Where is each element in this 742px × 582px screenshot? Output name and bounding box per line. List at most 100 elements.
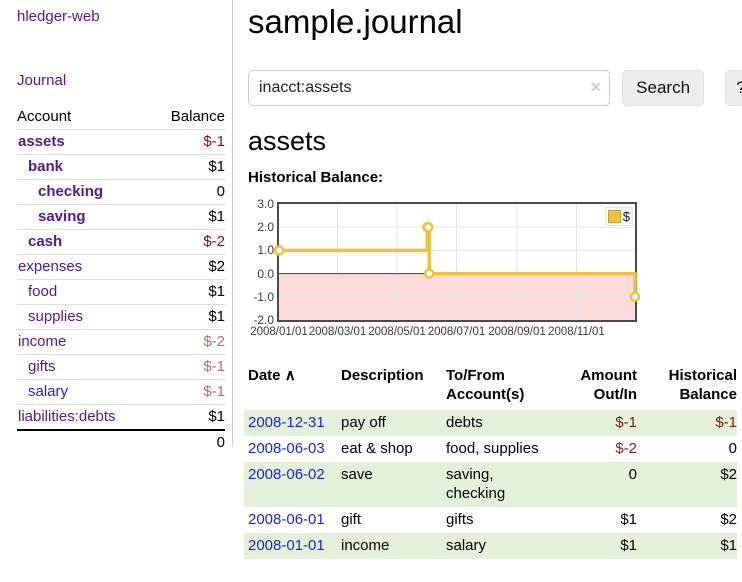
- account-link[interactable]: liabilities:debts: [18, 408, 116, 425]
- transaction-accounts: debts: [446, 414, 483, 431]
- y-axis-tick-label: -2.0: [253, 313, 274, 327]
- transaction-date-link[interactable]: 2008-01-01: [248, 537, 325, 554]
- search-button[interactable]: Search: [622, 70, 705, 106]
- transaction-balance: 0: [728, 440, 737, 457]
- transaction-amount: $-1: [615, 414, 637, 431]
- account-row: income $-2: [17, 329, 225, 355]
- chart-series-svg: [273, 204, 641, 320]
- account-balance: $-2: [151, 329, 225, 355]
- y-axis-tick-label: 0.0: [257, 266, 274, 281]
- transaction-accounts: food, supplies: [446, 440, 539, 457]
- account-row: cash $-2: [17, 229, 225, 255]
- transaction-amount: $1: [620, 511, 637, 528]
- date-column-header[interactable]: Date ∧: [248, 367, 296, 384]
- account-link[interactable]: assets: [18, 133, 65, 150]
- x-axis-tick-label: 2008/09/01: [488, 326, 546, 338]
- account-row: bank $1: [17, 154, 225, 180]
- clear-search-icon[interactable]: ×: [590, 77, 601, 97]
- accounts-total-row: 0: [17, 429, 225, 455]
- account-balance: $-2: [151, 229, 225, 255]
- account-balance: 0: [151, 179, 225, 205]
- account-row: supplies $1: [17, 304, 225, 330]
- description-column-header: Description: [341, 367, 424, 384]
- main-content: sample.journal × Search ? assets Histori…: [244, 0, 742, 559]
- account-link[interactable]: bank: [28, 158, 64, 175]
- account-heading: assets: [248, 126, 327, 156]
- x-axis-tick-label: 2008/05/01: [368, 326, 426, 338]
- accounts-table: Account Balance assets $-1 bank $1 checking 0…: [17, 105, 225, 455]
- account-balance: $1: [151, 279, 225, 305]
- transaction-date-link[interactable]: 2008-06-01: [248, 511, 325, 528]
- account-row: salary $-1: [17, 379, 225, 405]
- y-axis-tick-label: 1.0: [257, 243, 274, 258]
- transaction-accounts: salary: [446, 537, 487, 554]
- transaction-date-link[interactable]: 2008-06-03: [248, 440, 325, 457]
- account-link[interactable]: cash: [28, 233, 63, 250]
- transaction-description: income: [341, 537, 390, 554]
- account-link[interactable]: checking: [38, 183, 104, 200]
- transaction-row: 2008-12-31 pay off debts $-1 $-1: [244, 410, 737, 436]
- account-link[interactable]: expenses: [18, 258, 83, 275]
- transaction-date-link[interactable]: 2008-06-02: [248, 466, 325, 483]
- transaction-balance: $1: [720, 537, 737, 554]
- x-axis-tick-label: 2008/11/01: [548, 326, 605, 338]
- account-column-header: Account: [17, 108, 72, 125]
- account-link[interactable]: gifts: [28, 358, 56, 375]
- account-balance: $1: [151, 154, 225, 180]
- account-balance: $1: [151, 204, 225, 230]
- account-link[interactable]: supplies: [28, 308, 84, 325]
- transaction-balance: $-1: [715, 414, 737, 431]
- chart-legend: $: [604, 207, 633, 226]
- register-table-header: Date ∧ Description To/From Account(s) Am…: [244, 364, 737, 410]
- transaction-row: 2008-06-01 gift gifts $1 $2: [244, 507, 737, 533]
- transaction-description: pay off: [341, 414, 386, 431]
- transaction-amount: $1: [620, 537, 637, 554]
- transaction-description: save: [341, 466, 373, 483]
- account-row: gifts $-1: [17, 354, 225, 380]
- chart-title: Historical Balance:: [248, 169, 384, 186]
- page-title: sample.journal: [248, 3, 463, 40]
- chart-plot: $: [273, 202, 641, 322]
- account-balance: $-1: [151, 129, 225, 155]
- account-row: expenses $2: [17, 254, 225, 280]
- transaction-row: 2008-06-03 eat & shop food, supplies $-2 0: [244, 436, 737, 462]
- account-link[interactable]: saving: [38, 208, 86, 225]
- account-balance: $1: [151, 304, 225, 330]
- transaction-balance: $2: [720, 511, 737, 528]
- account-row: saving $1: [17, 204, 225, 230]
- sidebar: hledger-web Journal Account Balance asse…: [0, 0, 233, 455]
- help-button[interactable]: ?: [725, 70, 742, 106]
- historical-balance-chart: 3.0 2.0 1.0 0.0 -1.0 -2.0 $ 2008/01/01 2008/03…: [248, 197, 742, 344]
- balance-column-header: Balance: [170, 108, 225, 125]
- y-axis-tick-label: -1.0: [253, 289, 274, 304]
- transaction-date-link[interactable]: 2008-12-31: [248, 414, 325, 431]
- transaction-amount: $-2: [615, 440, 637, 457]
- legend-label: $: [622, 209, 630, 224]
- account-link[interactable]: salary: [28, 383, 69, 400]
- amount-column-header: Amount Out/In: [580, 367, 637, 403]
- x-axis-tick-label: 2008/07/01: [427, 326, 486, 338]
- accounts-column-header: To/From Account(s): [446, 367, 525, 403]
- accounts-table-header: Account Balance: [17, 105, 225, 130]
- search-bar: × Search ?: [248, 70, 742, 106]
- transaction-accounts: gifts: [446, 511, 474, 528]
- x-axis-tick-label: 2008/03/01: [308, 326, 367, 338]
- app-brand-link[interactable]: hledger-web: [17, 8, 100, 25]
- register-table: Date ∧ Description To/From Account(s) Am…: [244, 364, 737, 559]
- account-row: liabilities:debts $1: [17, 404, 225, 430]
- transaction-description: eat & shop: [341, 440, 413, 457]
- search-input[interactable]: [248, 70, 610, 106]
- transaction-amount: 0: [628, 466, 637, 483]
- account-row: checking 0: [17, 179, 225, 205]
- account-row: food $1: [17, 279, 225, 305]
- y-axis-tick-label: 2.0: [257, 220, 274, 235]
- sidebar-item-journal[interactable]: Journal: [17, 72, 67, 89]
- transaction-accounts: saving, checking: [446, 466, 506, 502]
- sort-ascending-icon: ∧: [284, 367, 296, 384]
- account-link[interactable]: food: [28, 283, 58, 300]
- y-axis-tick-label: 3.0: [257, 197, 274, 211]
- accounts-total-balance: 0: [151, 429, 225, 455]
- account-link[interactable]: income: [18, 333, 67, 350]
- legend-swatch-icon: [607, 210, 621, 223]
- transaction-row: 2008-01-01 income salary $1 $1: [244, 533, 737, 559]
